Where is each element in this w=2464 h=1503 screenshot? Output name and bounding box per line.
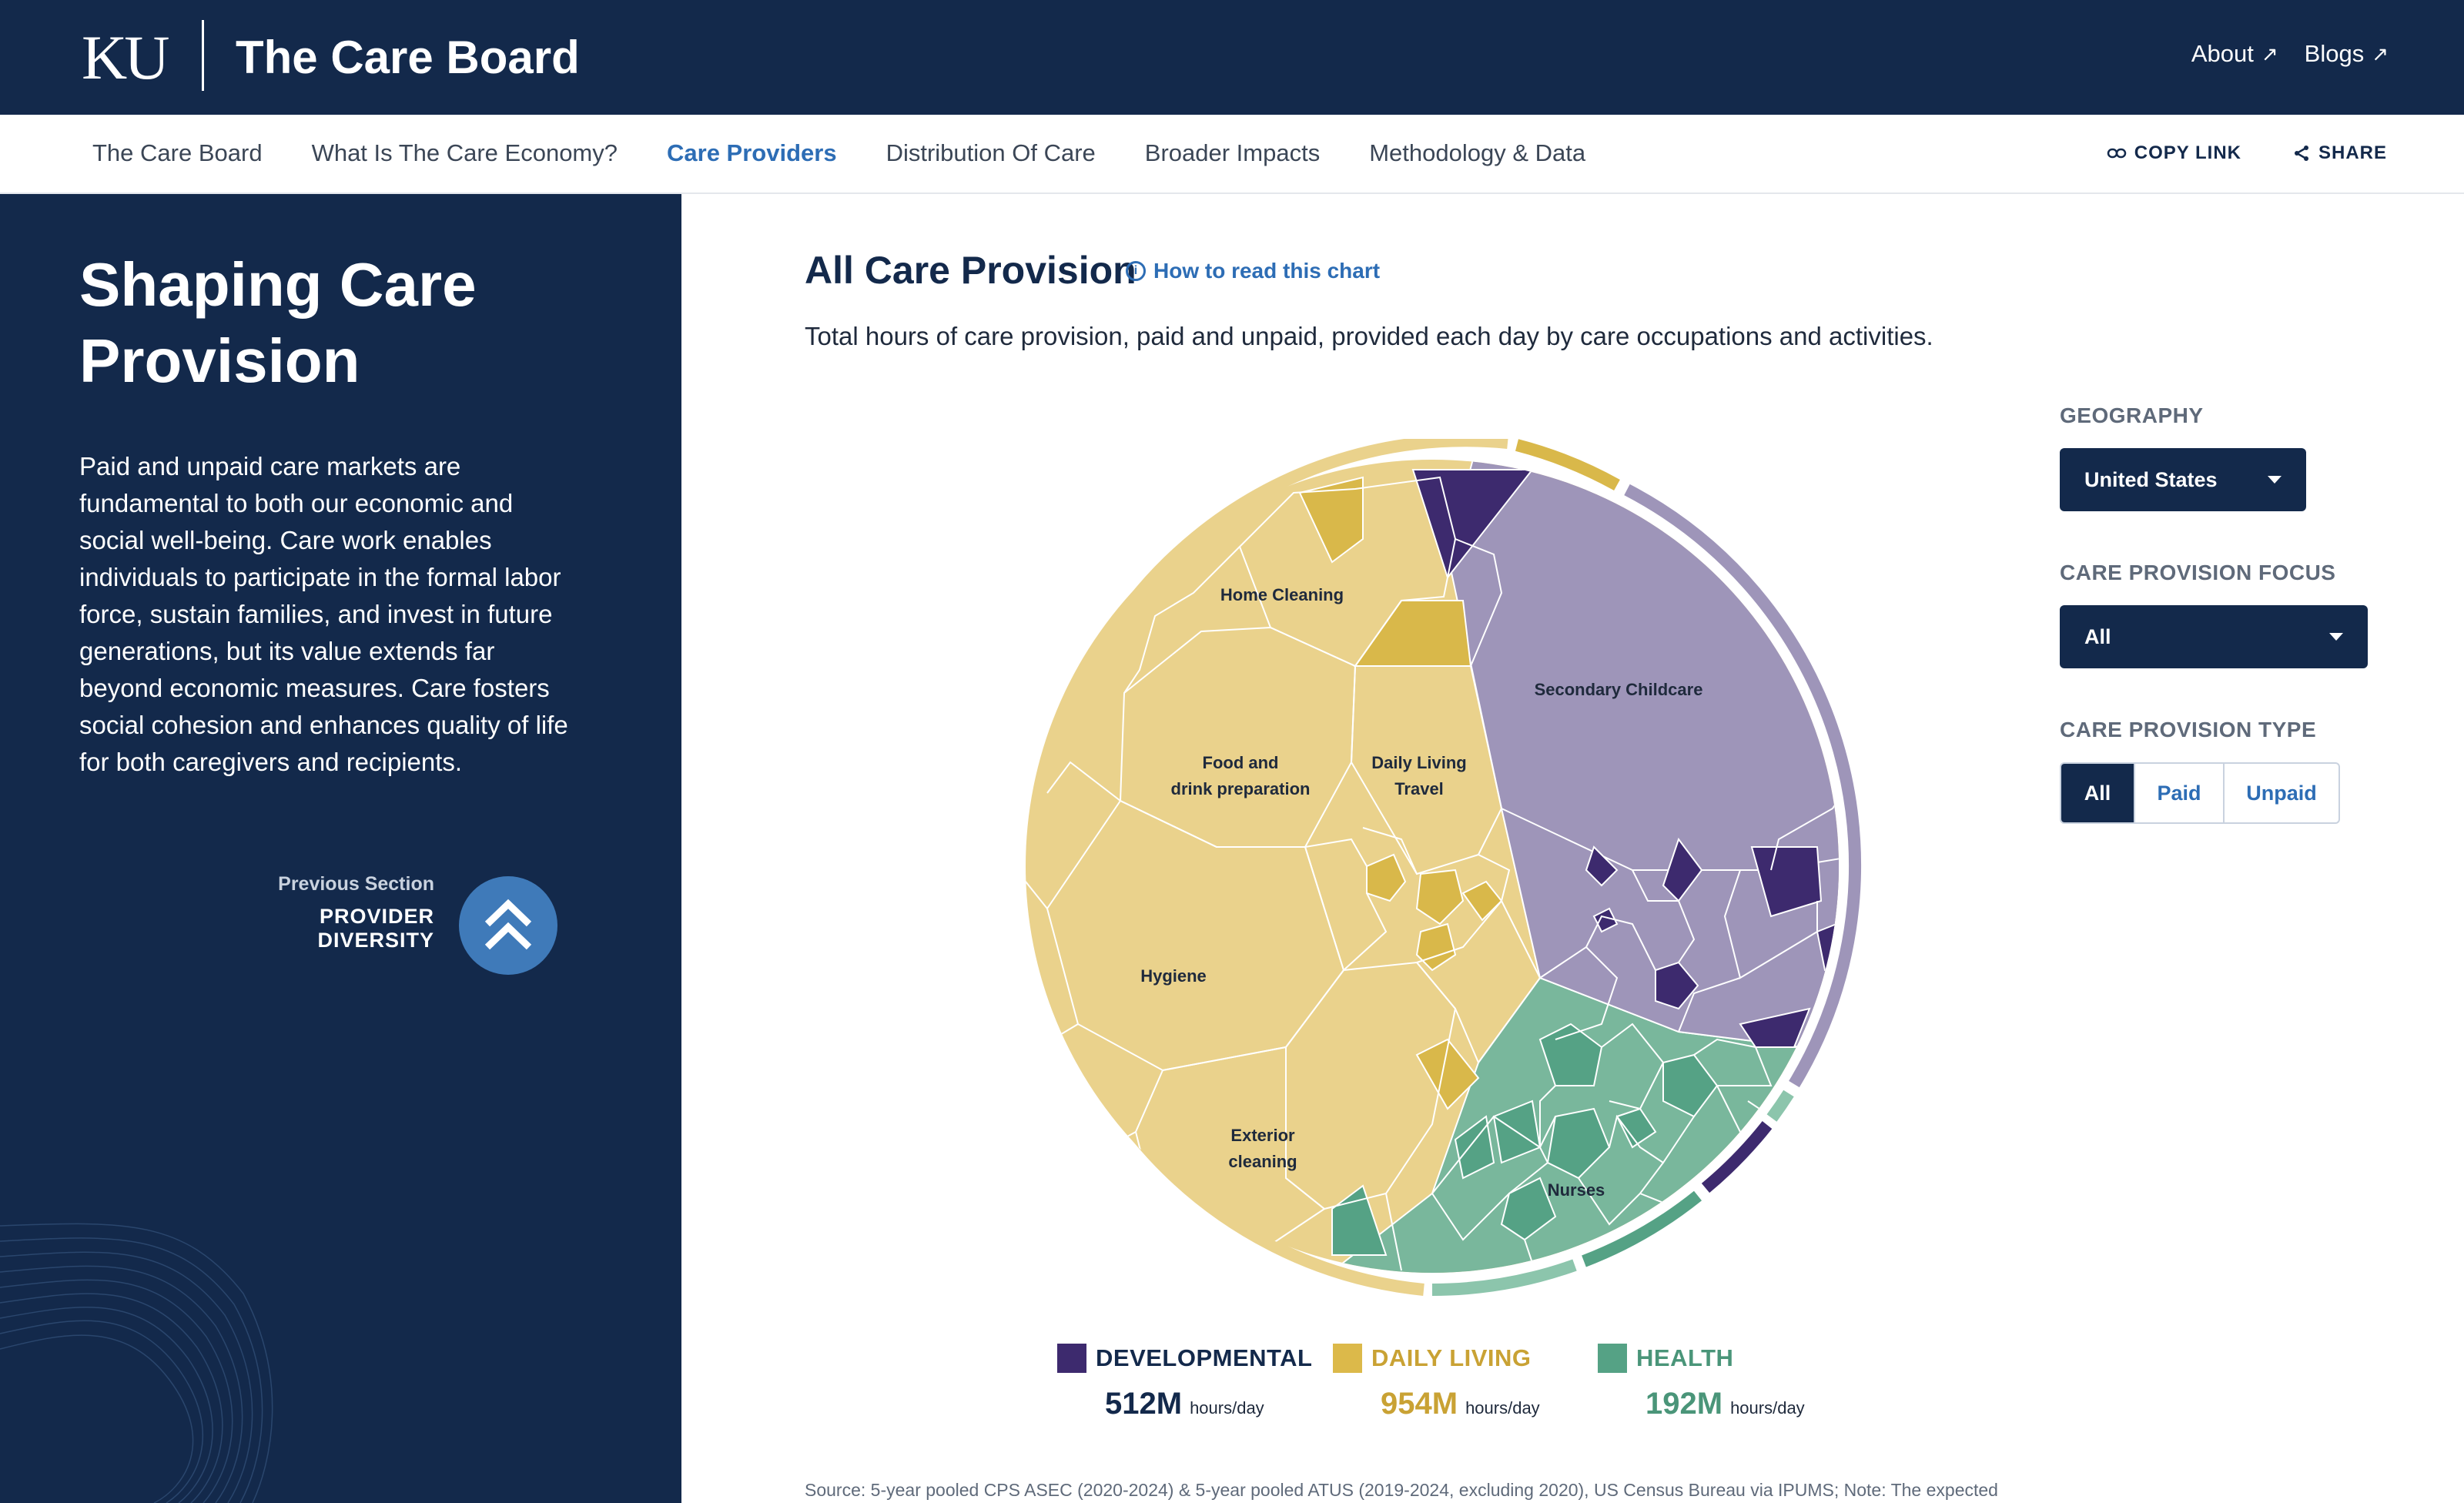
top-links: About ↗ Blogs ↗ — [2191, 40, 2389, 68]
cell-gold-7 — [1415, 1038, 1480, 1110]
geography-select[interactable]: United States — [2060, 448, 2306, 511]
sidebar-title: Shaping Care Provision — [79, 250, 477, 395]
top-header: KU The Care Board About ↗ Blogs ↗ — [0, 0, 2464, 115]
type-paid-button[interactable]: Paid — [2135, 764, 2225, 822]
ku-logo[interactable]: KU — [82, 22, 169, 92]
nav-the-care-board[interactable]: The Care Board — [92, 139, 263, 166]
cell-dev-7 — [1592, 907, 1619, 933]
label-secondary-childcare: Secondary Childcare — [1535, 680, 1703, 699]
ring-developmental — [1701, 1121, 1773, 1193]
legend-daily-living: DAILY LIVING 954M hours/day — [1333, 1344, 1540, 1421]
nav-care-providers[interactable]: Care Providers — [667, 139, 837, 166]
ring-secondary-childcare — [1624, 484, 1862, 1088]
label-food-line2: drink preparation — [1171, 779, 1311, 798]
caret-down-icon — [2329, 633, 2343, 641]
nav-items: The Care Board What Is The Care Economy?… — [92, 139, 1585, 167]
site-title[interactable]: The Care Board — [236, 32, 580, 83]
section-nav: The Care Board What Is The Care Economy?… — [0, 115, 2464, 194]
legend-unit-developmental: hours/day — [1190, 1398, 1264, 1418]
label-daily-living-line2: Travel — [1394, 779, 1444, 798]
legend-unit-daily-living: hours/day — [1465, 1398, 1540, 1418]
care-provision-chart: Home Cleaning Food and drink preparation… — [1026, 439, 1862, 1297]
legend-name-developmental: DEVELOPMENTAL — [1096, 1344, 1313, 1371]
copy-link-button[interactable]: COPY LINK — [2107, 142, 2241, 164]
nav-actions: COPY LINK SHARE — [2107, 142, 2387, 164]
label-exterior-line1: Exterior — [1230, 1126, 1295, 1145]
external-link-icon: ↗ — [2372, 42, 2389, 65]
geography-label: GEOGRAPHY — [2060, 403, 2204, 427]
chart-subtitle: Total hours of care provision, paid and … — [805, 322, 1933, 350]
cell-gold-1 — [1298, 476, 1364, 564]
type-all-button[interactable]: All — [2061, 764, 2135, 822]
link-icon — [2107, 148, 2126, 159]
legend-name-health: HEALTH — [1636, 1344, 1734, 1371]
label-nurses: Nurses — [1548, 1180, 1605, 1200]
legend-value-developmental: 512M — [1105, 1387, 1183, 1421]
legend-swatch-health — [1598, 1344, 1627, 1373]
label-hygiene: Hygiene — [1140, 966, 1207, 986]
label-food-line1: Food and — [1203, 753, 1279, 772]
label-daily-living-line1: Daily Living — [1371, 753, 1466, 772]
type-toggle: All Paid Unpaid — [2060, 762, 2340, 824]
ring-health — [1582, 1190, 1702, 1267]
ring-health-mint — [1766, 1090, 1794, 1122]
focus-select[interactable]: All — [2060, 605, 2368, 668]
legend-unit-health: hours/day — [1730, 1398, 1805, 1418]
legend-swatch-developmental — [1057, 1344, 1086, 1373]
cell-dev-6 — [1585, 845, 1619, 887]
caret-down-icon — [2268, 476, 2282, 484]
cell-dev-top — [1411, 469, 1535, 580]
share-button[interactable]: SHARE — [2292, 142, 2387, 164]
ring-daily-gold — [1515, 439, 1620, 490]
previous-section-label: Previous Section — [278, 873, 434, 895]
cell-gold-3 — [1415, 869, 1465, 926]
external-link-icon: ↗ — [2261, 42, 2278, 65]
legend-health: HEALTH 192M hours/day — [1598, 1344, 1805, 1421]
legend-name-daily-living: DAILY LIVING — [1371, 1344, 1532, 1371]
legend-developmental: DEVELOPMENTAL 512M hours/day — [1057, 1344, 1313, 1421]
label-exterior-line2: cleaning — [1228, 1152, 1297, 1171]
how-to-read-link[interactable]: i How to read this chart — [1126, 259, 1380, 283]
focus-label: CARE PROVISION FOCUS — [2060, 561, 2336, 584]
chart-title: All Care Provision — [805, 249, 1137, 292]
legend-value-daily-living: 954M — [1381, 1387, 1458, 1421]
nav-broader-impacts[interactable]: Broader Impacts — [1144, 139, 1321, 166]
cell-health-8 — [1454, 1115, 1495, 1180]
legend-swatch-daily-living — [1333, 1344, 1362, 1373]
type-label: CARE PROVISION TYPE — [2060, 718, 2317, 741]
previous-section-name: PROVIDER DIVERSITY — [317, 905, 434, 952]
nav-methodology-data[interactable]: Methodology & Data — [1369, 139, 1586, 166]
nav-what-is-care-economy[interactable]: What Is The Care Economy? — [311, 139, 618, 166]
ring-health-light — [1431, 1259, 1577, 1297]
blogs-link[interactable]: Blogs ↗ — [2304, 40, 2389, 67]
nav-distribution-of-care[interactable]: Distribution Of Care — [886, 139, 1096, 166]
cell-borders — [1026, 476, 1839, 1273]
sidebar-body: Paid and unpaid care markets are fundame… — [79, 452, 568, 776]
info-icon: i — [1126, 261, 1146, 281]
cell-health-3 — [1546, 1107, 1611, 1180]
legend-value-health: 192M — [1645, 1387, 1723, 1421]
share-icon — [2294, 146, 2308, 161]
decorative-waves — [0, 1223, 273, 1503]
cell-health-7 — [1615, 1107, 1657, 1149]
cell-health-2 — [1662, 1053, 1719, 1118]
cell-health-6 — [1500, 1177, 1557, 1241]
source-note: Source: 5-year pooled CPS ASEC (2020-202… — [805, 1480, 1998, 1500]
chart-labels: Home Cleaning Food and drink preparation… — [1140, 585, 1702, 1200]
cell-dev-1 — [1750, 846, 1823, 918]
cell-dev-4 — [1655, 961, 1699, 1010]
label-home-cleaning: Home Cleaning — [1220, 585, 1344, 604]
sidebar: Shaping Care Provision Paid and unpaid c… — [0, 194, 681, 1503]
about-link[interactable]: About ↗ — [2191, 40, 2278, 67]
type-unpaid-button[interactable]: Unpaid — [2246, 781, 2317, 805]
previous-section-button[interactable] — [459, 876, 557, 975]
previous-section[interactable]: Previous Section PROVIDER DIVERSITY — [200, 873, 434, 952]
logo-divider — [202, 20, 204, 91]
double-chevron-up-icon — [484, 899, 532, 950]
